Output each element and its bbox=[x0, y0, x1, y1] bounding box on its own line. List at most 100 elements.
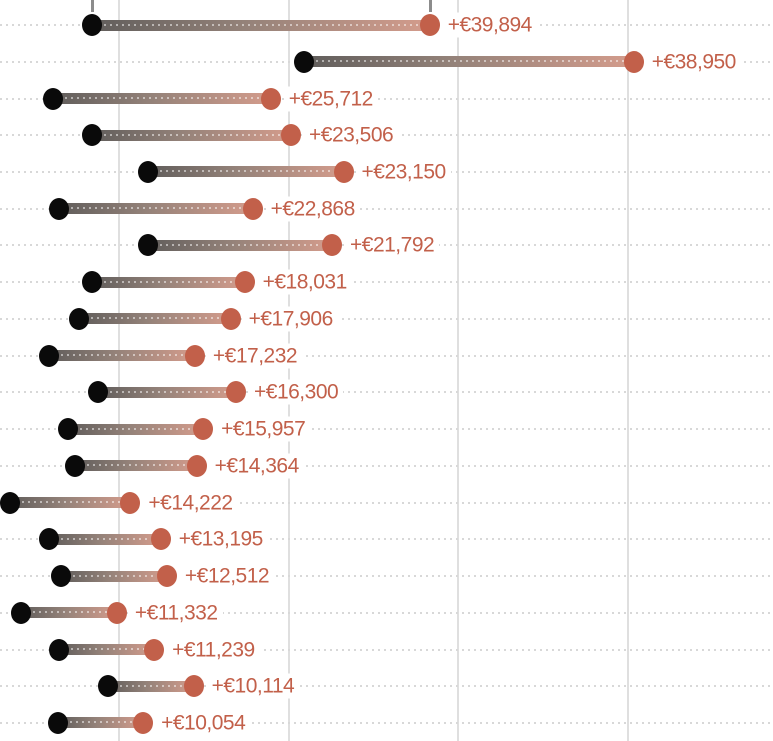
range-bar bbox=[59, 644, 155, 655]
value-label: +€16,300 bbox=[249, 379, 344, 405]
range-bar bbox=[58, 717, 144, 729]
range-bar bbox=[59, 203, 253, 215]
value-label: +€23,506 bbox=[304, 122, 399, 148]
start-dot[interactable] bbox=[82, 14, 102, 36]
dotted-gridline bbox=[0, 538, 773, 541]
dotted-gridline bbox=[0, 207, 773, 210]
range-bar bbox=[79, 313, 231, 325]
dotted-gridline bbox=[0, 611, 773, 614]
end-dot[interactable] bbox=[226, 381, 246, 404]
end-dot[interactable] bbox=[220, 307, 241, 330]
dotted-gridline bbox=[0, 464, 773, 467]
range-bar bbox=[108, 680, 194, 692]
range-bar bbox=[49, 350, 195, 362]
value-label: +€18,031 bbox=[257, 269, 352, 295]
range-bar bbox=[49, 533, 161, 545]
range-bar bbox=[92, 129, 291, 141]
dotted-gridline bbox=[0, 391, 773, 394]
value-label: +€17,906 bbox=[243, 306, 338, 332]
value-label: +€21,792 bbox=[345, 232, 440, 258]
end-dot[interactable] bbox=[150, 528, 171, 551]
start-dot[interactable] bbox=[11, 601, 31, 624]
start-dot[interactable] bbox=[49, 638, 69, 661]
range-bar bbox=[21, 607, 117, 619]
value-label: +€15,957 bbox=[216, 416, 311, 442]
dotted-gridline bbox=[0, 97, 773, 100]
end-dot[interactable] bbox=[133, 711, 154, 734]
end-dot[interactable] bbox=[260, 87, 281, 110]
start-dot[interactable] bbox=[98, 675, 118, 698]
dotted-gridline bbox=[0, 575, 773, 577]
value-label: +€11,239 bbox=[167, 637, 260, 662]
value-label: +€14,364 bbox=[209, 453, 304, 479]
start-dot[interactable] bbox=[49, 197, 69, 220]
range-bar bbox=[68, 423, 204, 435]
value-label: +€14,222 bbox=[143, 490, 238, 515]
start-dot[interactable] bbox=[137, 234, 158, 257]
vertical-gridline bbox=[287, 0, 290, 741]
dotted-gridline bbox=[0, 281, 773, 284]
value-label: +€25,712 bbox=[283, 86, 378, 111]
start-dot[interactable] bbox=[294, 50, 314, 73]
range-bar bbox=[75, 460, 197, 472]
start-dot[interactable] bbox=[0, 491, 20, 514]
start-dot[interactable] bbox=[69, 307, 89, 330]
dotted-gridline bbox=[0, 721, 773, 724]
value-label: +€12,512 bbox=[179, 563, 275, 589]
range-bar bbox=[10, 497, 131, 508]
end-dot[interactable] bbox=[184, 344, 205, 367]
value-label: +€17,232 bbox=[207, 343, 303, 369]
value-label: +€11,332 bbox=[129, 600, 223, 626]
start-dot[interactable] bbox=[43, 87, 63, 110]
start-dot[interactable] bbox=[51, 565, 71, 587]
range-bar bbox=[92, 276, 245, 288]
value-label: +€13,195 bbox=[173, 526, 268, 552]
dotted-gridline bbox=[0, 317, 773, 320]
range-bar bbox=[147, 166, 344, 178]
start-dot[interactable] bbox=[65, 454, 85, 477]
range-bar bbox=[61, 570, 167, 582]
dotted-gridline bbox=[0, 648, 773, 651]
start-dot[interactable] bbox=[88, 381, 108, 404]
start-dot[interactable] bbox=[82, 124, 102, 147]
end-dot[interactable] bbox=[193, 418, 214, 441]
start-dot[interactable] bbox=[39, 528, 59, 551]
range-bar bbox=[304, 56, 634, 68]
end-dot[interactable] bbox=[333, 160, 354, 183]
vertical-gridline bbox=[626, 0, 629, 741]
dotted-gridline bbox=[0, 428, 773, 431]
vertical-gridline bbox=[118, 0, 120, 741]
end-dot[interactable] bbox=[623, 50, 644, 73]
end-dot[interactable] bbox=[156, 565, 177, 587]
value-label: +€22,868 bbox=[265, 196, 360, 222]
end-dot[interactable] bbox=[120, 491, 141, 514]
end-dot[interactable] bbox=[106, 601, 127, 624]
value-label: +€38,950 bbox=[646, 49, 741, 75]
value-label: +€10,054 bbox=[156, 710, 251, 736]
value-label: +€39,894 bbox=[442, 12, 537, 38]
axis-tick bbox=[90, 0, 94, 12]
start-dot[interactable] bbox=[58, 418, 78, 441]
vertical-gridline bbox=[457, 0, 459, 741]
range-bar bbox=[147, 239, 332, 251]
end-dot[interactable] bbox=[234, 271, 255, 294]
dotted-gridline bbox=[0, 685, 773, 688]
range-bar bbox=[92, 19, 430, 31]
start-dot[interactable] bbox=[48, 711, 68, 734]
end-dot[interactable] bbox=[183, 675, 204, 698]
end-dot[interactable] bbox=[322, 234, 342, 257]
end-dot[interactable] bbox=[419, 14, 440, 36]
range-bar bbox=[53, 93, 271, 104]
value-label: +€23,150 bbox=[356, 159, 451, 185]
start-dot[interactable] bbox=[39, 344, 59, 367]
end-dot[interactable] bbox=[281, 124, 301, 147]
start-dot[interactable] bbox=[137, 160, 158, 183]
end-dot[interactable] bbox=[186, 454, 207, 477]
value-label: +€10,114 bbox=[206, 673, 300, 699]
start-dot[interactable] bbox=[82, 271, 102, 294]
end-dot[interactable] bbox=[242, 197, 263, 220]
dotted-gridline bbox=[0, 501, 773, 504]
end-dot[interactable] bbox=[144, 638, 165, 661]
axis-tick bbox=[428, 0, 432, 12]
